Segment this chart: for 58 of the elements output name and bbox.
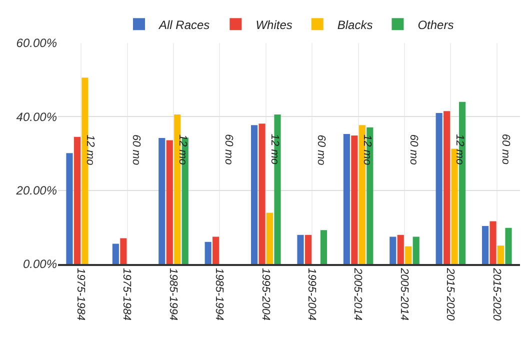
x-tick-label: 2015-2020 — [444, 266, 456, 322]
legend-label: All Races — [158, 18, 210, 32]
x-tick-label: 1985-1994 — [166, 268, 179, 321]
bar — [405, 246, 412, 264]
x-tick-label: 1995-2004 — [259, 268, 272, 321]
bar — [66, 153, 73, 264]
bar — [120, 238, 127, 264]
bar — [204, 242, 212, 264]
y-tick-label: 60.00% — [16, 36, 58, 50]
annotation: 60 mo — [130, 134, 142, 166]
bar — [490, 221, 496, 264]
bar — [505, 228, 512, 264]
y-tick-label: 40.00% — [16, 110, 58, 124]
x-tick-label: 1985-1994 — [213, 268, 226, 321]
x-tick-label: 1975-1984 — [74, 268, 87, 321]
bar — [343, 134, 350, 264]
bar — [158, 138, 166, 264]
x-tick-label: 1975-1984 — [120, 268, 133, 321]
annotation: 60 mo — [407, 134, 420, 165]
bar — [82, 78, 88, 264]
annotation: 12 mo — [268, 134, 281, 164]
bar — [412, 236, 420, 264]
annotation: 60 mo — [500, 134, 512, 164]
bar — [174, 114, 181, 264]
bar — [451, 148, 458, 264]
x-tick-label: 2005-2014 — [352, 266, 364, 321]
annotation: 12 mo — [176, 134, 188, 165]
bar — [304, 234, 312, 264]
x-tick-label: 2005-2014 — [398, 266, 410, 321]
bar — [436, 112, 442, 264]
bar — [74, 136, 81, 264]
annotation: 12 mo — [84, 134, 96, 166]
bar — [482, 226, 489, 264]
bar — [320, 230, 327, 264]
bar — [297, 234, 304, 264]
x-tick-label: 2015-2020 — [490, 266, 502, 322]
bar — [251, 125, 258, 264]
x-tick-label: 1995-2004 — [306, 268, 318, 321]
legend-label: Whites — [256, 18, 292, 32]
annotation: 60 mo — [222, 134, 235, 165]
bar — [444, 111, 450, 264]
bar — [266, 212, 274, 264]
bar — [166, 140, 173, 264]
bar — [358, 125, 366, 264]
annotation: 60 mo — [314, 134, 327, 166]
annotation: 12 mo — [454, 134, 466, 165]
legend-label: Others — [418, 18, 454, 32]
annotation: 12 mo — [361, 134, 374, 166]
y-tick-label: 0.00% — [22, 257, 58, 272]
y-tick-label: 20.00% — [15, 184, 58, 198]
bar — [390, 236, 396, 264]
bar — [212, 236, 220, 264]
bar — [397, 234, 404, 264]
bar — [112, 244, 119, 264]
bar — [351, 135, 358, 264]
legend-label: Blacks — [337, 18, 373, 32]
bar — [497, 246, 504, 264]
bar — [258, 124, 266, 264]
